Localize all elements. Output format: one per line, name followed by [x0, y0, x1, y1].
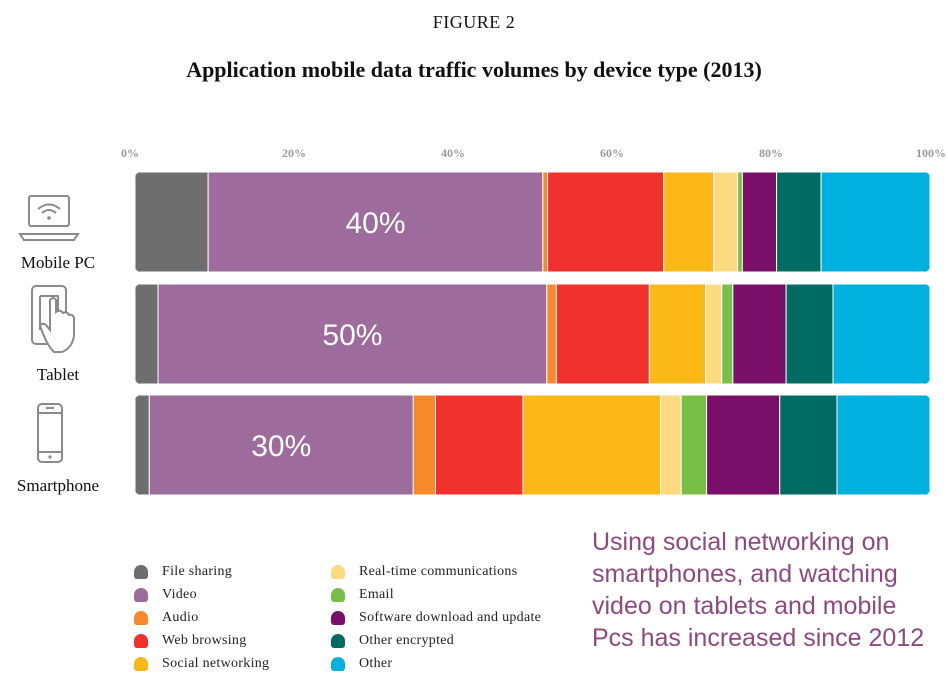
- bar-segment: [713, 172, 739, 272]
- bar-segment: [648, 284, 707, 384]
- annotation-note: Using social networking on smartphones, …: [592, 528, 925, 652]
- bar-data-label: 50%: [322, 319, 382, 352]
- bar-segment: [546, 284, 557, 384]
- legend-swatch: [331, 611, 345, 625]
- bar-segment: [522, 395, 661, 495]
- bar-segment: [832, 284, 930, 384]
- bar-segment: [836, 395, 930, 495]
- legend-item: Other encrypted: [331, 633, 454, 649]
- bar-segment: [412, 395, 437, 495]
- bar-segment: [741, 172, 778, 272]
- legend-label: Other: [359, 656, 393, 671]
- bar-segment: [148, 395, 414, 495]
- legend-swatch: [134, 588, 148, 602]
- category-label: Smartphone: [17, 476, 99, 495]
- x-tick-label: 60%: [600, 146, 624, 160]
- legend-item: Software download and update: [331, 610, 541, 626]
- legend-swatch: [134, 611, 148, 625]
- chart-legend: File sharing Video Audio Web browsing Social…: [134, 564, 574, 680]
- bar-row: 50%: [135, 284, 930, 384]
- bar-segment: [737, 172, 743, 272]
- bar-segment: [705, 284, 723, 384]
- bar-data-label: 40%: [345, 207, 405, 240]
- x-tick-label: 100%: [916, 146, 946, 160]
- bar-segment: [157, 284, 548, 384]
- legend-swatch: [331, 634, 345, 648]
- legend-item: Real-time communications: [331, 564, 517, 580]
- bar-segment: [706, 395, 781, 495]
- legend-swatch: [134, 634, 148, 648]
- legend-item: Other: [331, 656, 392, 672]
- legend-swatch: [134, 565, 148, 579]
- stacked-bar-chart: 0% 20% 40% 60% 80% 100% 40% Mobile PC 50% Tablet 3…: [17, 146, 946, 495]
- bar-segment: [135, 284, 159, 384]
- bar-data-label: 30%: [251, 430, 311, 463]
- legend-label: Other encrypted: [359, 633, 455, 648]
- legend-item: Video: [134, 587, 197, 603]
- legend-item: Social networking: [134, 656, 269, 672]
- bar-segment: [542, 172, 549, 272]
- x-tick-label: 0%: [121, 146, 139, 160]
- x-tick-label: 40%: [441, 146, 465, 160]
- laptop-wifi-icon: [18, 195, 80, 241]
- legend-label: Real-time communications: [359, 564, 518, 579]
- smartphone-icon: [37, 403, 63, 463]
- legend-swatch: [331, 565, 345, 579]
- bar-segment: [547, 172, 665, 272]
- legend-item: Web browsing: [134, 633, 247, 649]
- bar-row: 40%: [135, 172, 930, 272]
- x-tick-label: 20%: [282, 146, 306, 160]
- legend-item: Email: [331, 587, 394, 603]
- bar-segment: [680, 395, 708, 495]
- bar-segment: [779, 395, 838, 495]
- bar-segment: [732, 284, 787, 384]
- bar-segment: [135, 172, 209, 272]
- figure-label: FIGURE 2: [432, 12, 516, 32]
- legend-swatch: [134, 657, 148, 671]
- bar-segment: [776, 172, 822, 272]
- bar-segment: [435, 395, 524, 495]
- bar-segment: [721, 284, 734, 384]
- legend-swatch: [331, 657, 345, 671]
- x-tick-label: 80%: [759, 146, 783, 160]
- bar-segment: [207, 172, 544, 272]
- category-label: Tablet: [37, 365, 80, 384]
- bar-segment: [663, 172, 715, 272]
- bar-segment: [135, 395, 150, 495]
- legend-label: Video: [162, 587, 197, 602]
- legend-item: Audio: [134, 610, 199, 626]
- legend-label: Social networking: [162, 656, 270, 671]
- bar-segment: [785, 284, 834, 384]
- bar-segment: [659, 395, 682, 495]
- legend-swatch: [331, 588, 345, 602]
- legend-label: Web browsing: [162, 633, 247, 648]
- bar-segment: [820, 172, 930, 272]
- bar-segment: [555, 284, 650, 384]
- chart-title: Application mobile data traffic volumes …: [186, 57, 762, 82]
- bar-row: 30%: [135, 395, 930, 495]
- legend-label: Email: [359, 587, 394, 602]
- legend-label: Audio: [162, 610, 199, 625]
- tablet-touch-icon: [31, 285, 75, 353]
- category-label: Mobile PC: [21, 253, 95, 272]
- legend-item: File sharing: [134, 564, 232, 580]
- legend-label: File sharing: [162, 564, 233, 579]
- legend-label: Software download and update: [359, 610, 542, 625]
